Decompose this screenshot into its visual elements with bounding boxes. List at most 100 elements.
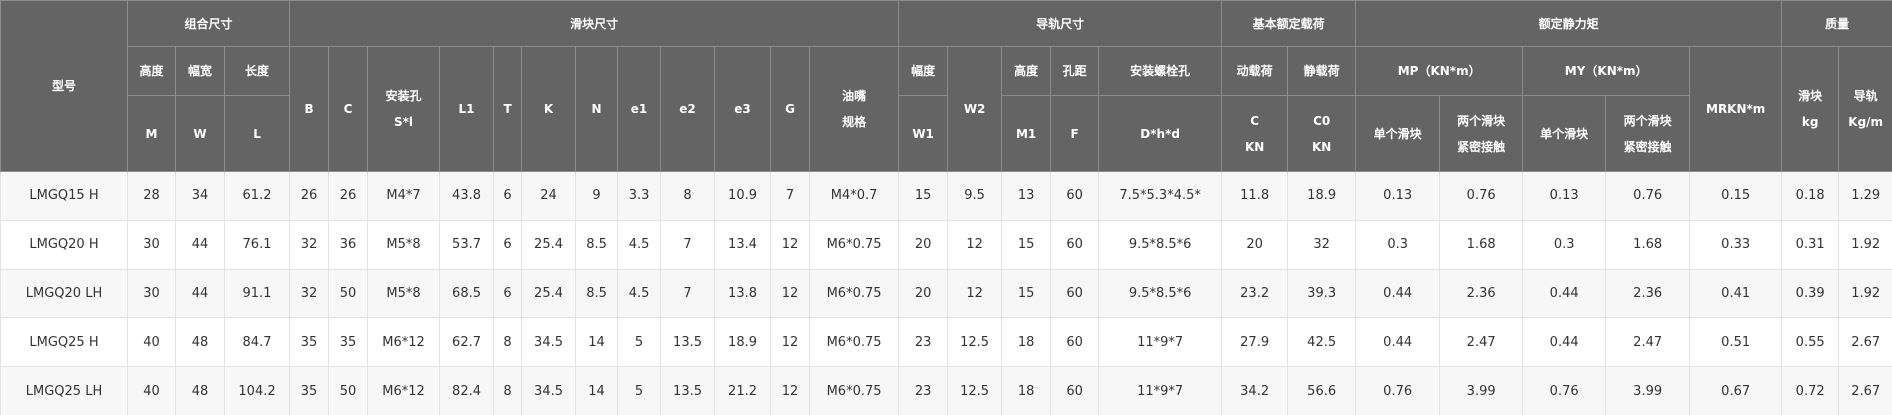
- value-cell: 53.7: [439, 219, 495, 270]
- header-cell: 组合尺寸: [126, 0, 291, 47]
- header-cell: 安装孔 S*l: [367, 46, 441, 172]
- value-cell: 27.9: [1221, 317, 1289, 368]
- value-cell: 62.7: [439, 317, 495, 368]
- value-cell: 7: [770, 171, 811, 221]
- value-cell: 3.99: [1439, 366, 1524, 415]
- value-cell: 60: [1050, 171, 1100, 221]
- value-cell: 1.92: [1838, 219, 1892, 270]
- value-cell: 40: [127, 366, 176, 415]
- value-cell: 0.33: [1689, 219, 1783, 270]
- value-cell: M6*12: [367, 366, 441, 415]
- header-text: 滑块: [1798, 89, 1823, 103]
- value-cell: 12: [770, 268, 811, 319]
- header-cell: MY（KN*m）: [1522, 46, 1691, 96]
- value-cell: 30: [127, 268, 176, 319]
- header-cell: 单个滑块: [1522, 95, 1607, 172]
- value-cell: 0.3: [1355, 219, 1441, 270]
- value-cell: 0.44: [1355, 317, 1441, 368]
- value-cell: 2.47: [1605, 317, 1691, 368]
- table-row: LMGQ25 H 40 48 84.7 35 35 M6*12 62.7 8 34.5 14 5 13.…: [0, 317, 1892, 368]
- value-cell: 18.9: [714, 317, 772, 368]
- value-cell: 12: [770, 219, 811, 270]
- value-cell: 4.5: [617, 268, 662, 319]
- value-cell: 48: [175, 366, 225, 415]
- value-cell: 42.5: [1287, 317, 1357, 368]
- header-cell: 滑块尺寸: [289, 0, 900, 47]
- header-cell: 动载荷: [1221, 46, 1289, 96]
- header-text: Kg/m: [1848, 115, 1884, 129]
- model-cell: LMGQ20 LH: [0, 268, 128, 319]
- header-cell: K: [521, 46, 577, 172]
- value-cell: 30: [127, 219, 176, 270]
- value-cell: 36: [328, 219, 369, 270]
- value-cell: 8.5: [575, 219, 619, 270]
- value-cell: 13.5: [660, 317, 716, 368]
- value-cell: M5*8: [367, 268, 441, 319]
- value-cell: 6: [493, 268, 523, 319]
- value-cell: 2.67: [1838, 317, 1892, 368]
- header-cell: 两个滑块 紧密接触: [1439, 95, 1524, 172]
- value-cell: 8: [660, 171, 716, 221]
- value-cell: 23.2: [1221, 268, 1289, 319]
- header-cell: MRKN*m: [1689, 46, 1783, 172]
- value-cell: 14: [575, 366, 619, 415]
- value-cell: 13.5: [660, 366, 716, 415]
- header-cell: 高度: [1001, 46, 1052, 96]
- value-cell: 50: [328, 366, 369, 415]
- value-cell: 34.5: [521, 317, 577, 368]
- value-cell: M5*8: [367, 219, 441, 270]
- header-text: kg: [1801, 115, 1819, 129]
- header-cell: e2: [660, 46, 716, 172]
- header-cell: 幅宽: [175, 46, 225, 96]
- value-cell: 12: [770, 317, 811, 368]
- value-cell: 1.68: [1439, 219, 1524, 270]
- value-cell: 34.5: [521, 366, 577, 415]
- header-cell: B: [289, 46, 330, 172]
- value-cell: 28: [127, 171, 176, 221]
- header-cell: 单个滑块: [1355, 95, 1441, 172]
- header-cell: 孔距: [1050, 46, 1100, 96]
- header-text: KN: [1244, 139, 1265, 154]
- header-cell: 型号: [0, 0, 128, 172]
- value-cell: 26: [289, 171, 330, 221]
- header-cell: 长度: [223, 46, 291, 96]
- value-cell: 18: [1001, 366, 1052, 415]
- value-cell: 13.8: [714, 268, 772, 319]
- table-body: LMGQ15 H 28 34 61.2 26 26 M4*7 43.8 6 24 9 3.3 8 10.9…: [0, 171, 1892, 415]
- value-cell: 8.5: [575, 268, 619, 319]
- value-cell: 0.39: [1781, 268, 1840, 319]
- value-cell: 9: [575, 171, 619, 221]
- value-cell: 6: [493, 219, 523, 270]
- value-cell: 0.72: [1781, 366, 1840, 415]
- value-cell: 35: [289, 366, 330, 415]
- value-cell: 61.2: [223, 171, 291, 221]
- value-cell: 7: [660, 268, 716, 319]
- value-cell: 9.5*8.5*6: [1098, 219, 1223, 270]
- value-cell: 7.5*5.3*4.5*: [1098, 171, 1223, 221]
- model-cell: LMGQ20 H: [0, 219, 128, 270]
- value-cell: 23: [898, 317, 949, 368]
- header-cell: 滑块 kg: [1781, 46, 1840, 172]
- value-cell: 40: [127, 317, 176, 368]
- value-cell: 84.7: [223, 317, 291, 368]
- value-cell: M6*0.75: [809, 268, 900, 319]
- header-cell: N: [575, 46, 619, 172]
- header-cell: M: [127, 95, 176, 172]
- header-cell: 静载荷: [1287, 46, 1357, 96]
- value-cell: M6*0.75: [809, 317, 900, 368]
- header-cell: e1: [617, 46, 662, 172]
- header-cell: 两个滑块 紧密接触: [1605, 95, 1691, 172]
- table-row: LMGQ15 H 28 34 61.2 26 26 M4*7 43.8 6 24 9 3.3 8 10.9…: [0, 171, 1892, 221]
- header-cell: 安装螺栓孔: [1098, 46, 1223, 96]
- header-text: 规格: [842, 115, 867, 129]
- value-cell: 15: [1001, 268, 1052, 319]
- value-cell: 26: [328, 171, 369, 221]
- value-cell: 2.67: [1838, 366, 1892, 415]
- value-cell: 0.44: [1355, 268, 1441, 319]
- header-cell: W1: [898, 95, 949, 172]
- value-cell: 0.76: [1439, 171, 1524, 221]
- value-cell: 2.36: [1605, 268, 1691, 319]
- value-cell: 10.9: [714, 171, 772, 221]
- value-cell: 1.92: [1838, 268, 1892, 319]
- value-cell: 0.31: [1781, 219, 1840, 270]
